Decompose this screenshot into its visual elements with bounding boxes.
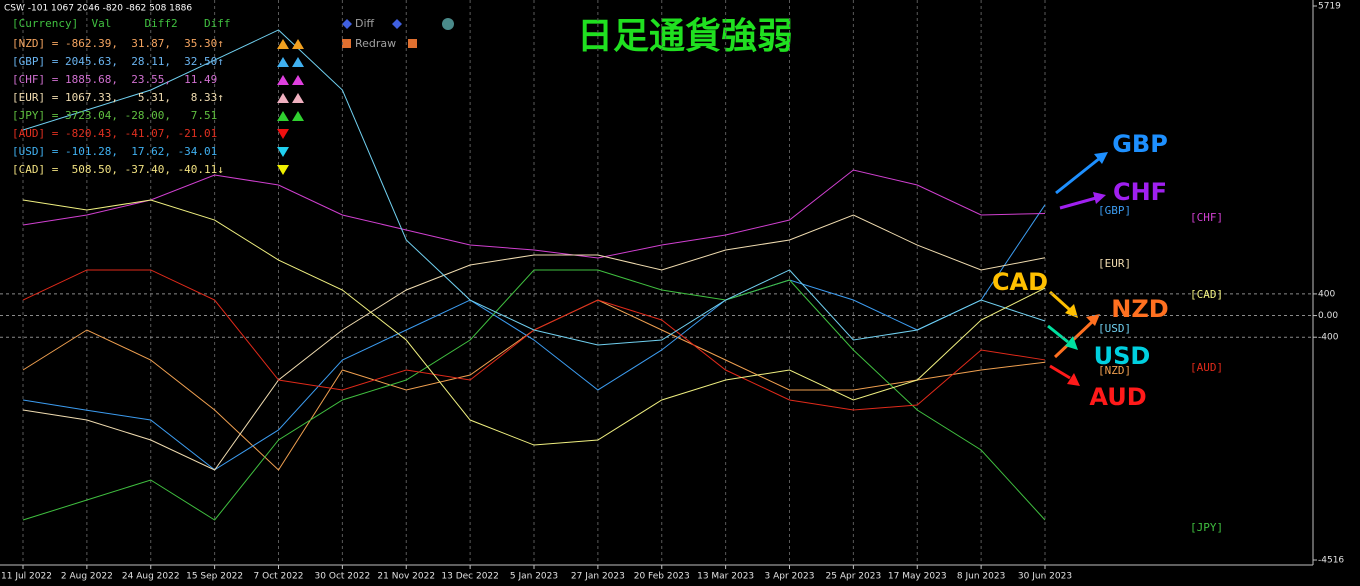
trend-icon: [277, 93, 289, 103]
series-line: [22, 169, 1046, 259]
legend-label: [NZD]: [1098, 364, 1131, 377]
legend-label: [EUR]: [1098, 257, 1131, 270]
table-row: [JPY] = 3723.04, -28.00, 7.51: [12, 109, 217, 122]
trend-icon: [292, 39, 304, 49]
trend-icon: [277, 57, 289, 67]
trend-icon: [292, 75, 304, 85]
x-tick-label: 30 Oct 2022: [315, 572, 371, 582]
annotation: GBP: [1112, 130, 1168, 158]
header: CSW -101 1067 2046 -820 -862 508 1886: [4, 4, 192, 14]
table-row: [EUR] = 1067.33, 5.31, 8.33↑: [12, 91, 224, 104]
square-icon: [408, 39, 417, 48]
x-tick-label: 5 Jan 2023: [510, 572, 558, 582]
arrow: [1048, 290, 1072, 312]
table-row: [AUD] = -820.43, -41.07, -21.01: [12, 127, 217, 140]
x-tick-label: 17 May 2023: [888, 572, 947, 582]
annotation: NZD: [1111, 295, 1168, 323]
legend-label: [GBP]: [1098, 204, 1131, 217]
table-row: [GBP] = 2045.63, 28.11, 32.50↑: [12, 55, 224, 68]
legend-label: [CHF]: [1190, 211, 1223, 224]
square-icon: [342, 39, 351, 48]
diff-button[interactable]: Diff: [342, 17, 402, 30]
button-label[interactable]: Diff: [355, 17, 375, 30]
trend-icon: [277, 39, 289, 49]
x-tick-label: 11 Jul 2022: [1, 572, 52, 582]
trend-icon: [292, 93, 304, 103]
x-tick-label: 27 Jan 2023: [571, 572, 625, 582]
table-row: [USD] = -101.28, 17.62, -34.01: [12, 145, 217, 158]
table-row: [CAD] = 508.50, -37.40, -40.11↓: [12, 163, 224, 176]
annotation: CHF: [1113, 178, 1167, 206]
annotation: USD: [1094, 342, 1151, 370]
arrowhead: [1093, 192, 1106, 204]
annotation: CAD: [992, 268, 1048, 296]
y-tick-label: -4516: [1318, 556, 1344, 566]
arrow: [1049, 364, 1071, 380]
trend-icon: [277, 75, 289, 85]
y-tick-label: 5719: [1318, 2, 1341, 12]
trend-icon: [277, 129, 289, 139]
arrowhead: [1065, 304, 1078, 318]
series-line: [22, 204, 1046, 471]
diamond-icon: [342, 19, 352, 29]
legend-label: [USD]: [1098, 322, 1131, 335]
x-tick-label: 15 Sep 2022: [186, 572, 243, 582]
diamond-icon: [392, 19, 402, 29]
x-tick-label: 25 Apr 2023: [826, 572, 882, 582]
arrow: [1059, 196, 1097, 210]
series-line: [22, 29, 1046, 346]
table-row: [CHF] = 1885.68, 23.55, 11.49: [12, 73, 217, 86]
trend-icon: [277, 111, 289, 121]
annotation-arrows: [1047, 152, 1108, 386]
legend-label: [JPY]: [1190, 521, 1223, 534]
circle-button[interactable]: [442, 18, 454, 30]
y-tick-label: 0.00: [1318, 311, 1338, 321]
trend-icon: [277, 147, 289, 157]
redraw-button[interactable]: Redraw: [342, 37, 417, 50]
button-label[interactable]: Redraw: [355, 37, 396, 50]
arrowhead: [1094, 152, 1108, 164]
table-header: [Currency] Val Diff2 Diff: [12, 17, 231, 30]
arrowhead: [1065, 336, 1078, 350]
x-tick-label: 2 Aug 2022: [61, 572, 113, 582]
trend-icon: [292, 111, 304, 121]
series-line: [22, 214, 1046, 471]
x-tick-label: 24 Aug 2022: [122, 572, 180, 582]
y-tick-label: -400: [1318, 333, 1339, 343]
y-tick-label: 400: [1318, 289, 1335, 299]
arrowhead: [1067, 373, 1080, 386]
legend-label: [AUD]: [1190, 361, 1223, 374]
x-tick-label: 8 Jun 2023: [957, 572, 1005, 582]
x-tick-label: 3 Apr 2023: [765, 572, 815, 582]
trend-icon: [292, 57, 304, 67]
x-tick-label: 13 Mar 2023: [697, 572, 754, 582]
x-tick-label: 20 Feb 2023: [634, 572, 690, 582]
series-line: [22, 269, 1046, 521]
arrowhead: [1086, 314, 1100, 326]
trend-icon: [277, 165, 289, 175]
legend-label: [CAD]: [1190, 288, 1223, 301]
x-tick-label: 7 Oct 2022: [254, 572, 304, 582]
x-tick-label: 21 Nov 2022: [377, 572, 435, 582]
arrow: [1047, 324, 1069, 344]
annotation: AUD: [1089, 383, 1146, 411]
chart-title: 日足通貨強弱: [577, 16, 793, 57]
x-tick-label: 30 Jun 2023: [1018, 572, 1072, 582]
x-tick-label: 13 Dec 2022: [441, 572, 499, 582]
arrow: [1055, 156, 1101, 195]
series-line: [22, 199, 1046, 446]
table-row: [NZD] = -862.39, 31.87, 35.30↑: [12, 37, 224, 50]
